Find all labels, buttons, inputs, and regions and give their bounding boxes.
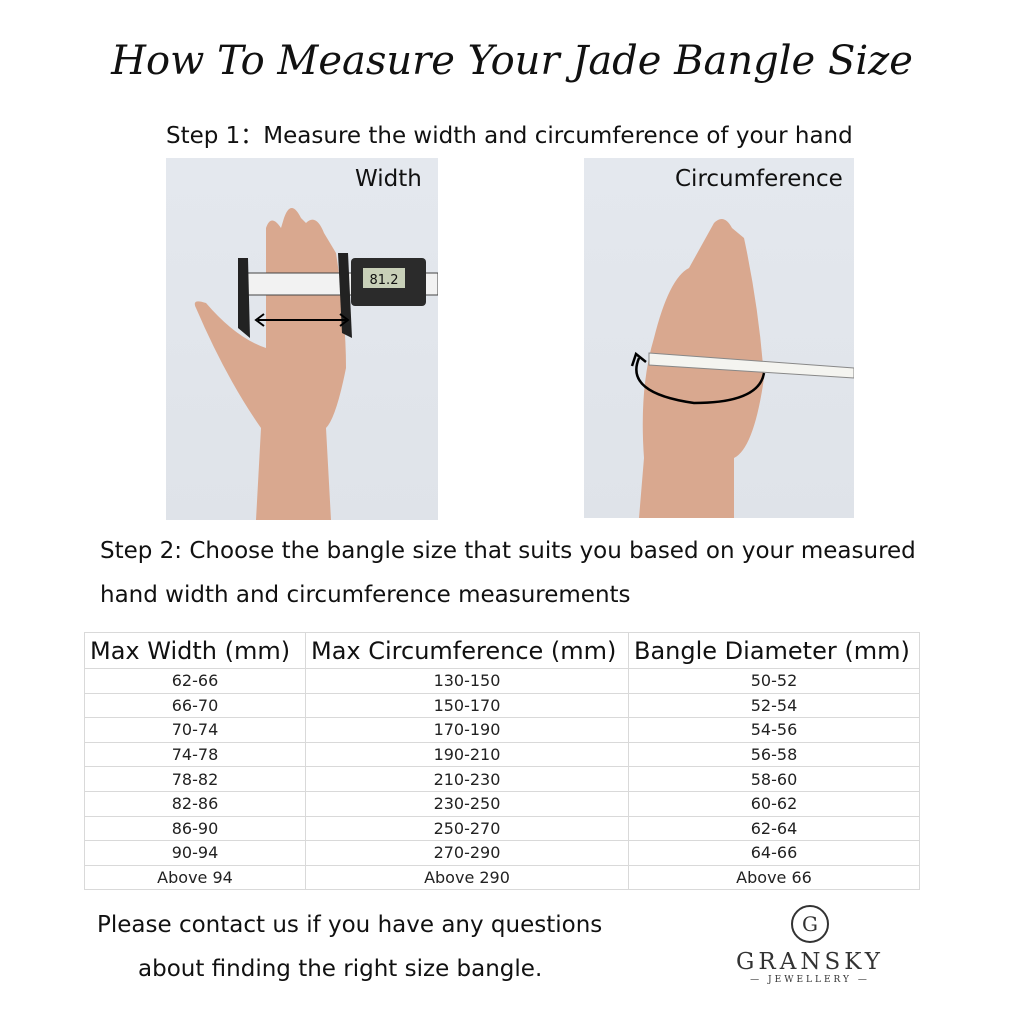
table-cell: 60-62: [628, 790, 920, 817]
step2-line1: Step 2: Choose the bangle size that suit…: [100, 538, 916, 564]
table-cell: 62-64: [628, 815, 920, 842]
table-cell: Above 290: [305, 864, 629, 891]
table-cell: 170-190: [305, 717, 629, 743]
table-cell: 78-82: [84, 766, 306, 792]
table-row: 86-90 250-270 62-64: [84, 815, 920, 842]
table-cell: 270-290: [305, 840, 629, 866]
table-cell: 90-94: [84, 840, 306, 866]
table-cell: 250-270: [305, 815, 629, 842]
table-cell: 64-66: [628, 840, 920, 866]
header-max-width: Max Width (mm): [84, 632, 306, 669]
contact-line1: Please contact us if you have any questi…: [97, 912, 603, 938]
contact-line2: about finding the right size bangle.: [138, 956, 543, 982]
header-max-circumference: Max Circumference (mm): [305, 632, 629, 669]
table-row: 78-82 210-230 58-60: [84, 766, 920, 792]
hand-caliper-illustration: 81.2: [194, 208, 438, 520]
table-cell: 130-150: [305, 668, 629, 694]
logo-sub: — JEWELLERY —: [750, 975, 870, 985]
logo-sub-text: JEWELLERY: [768, 975, 852, 985]
header-bangle-diameter: Bangle Diameter (mm): [628, 632, 920, 669]
table-cell: 230-250: [305, 790, 629, 817]
logo-brand: GRANSKY: [736, 949, 884, 975]
table-cell: 54-56: [628, 717, 920, 743]
caliper-reading: 81.2: [370, 273, 399, 288]
table-cell: 86-90: [84, 815, 306, 842]
photo-label-circumference: Circumference: [675, 166, 843, 192]
table-row: Above 94 Above 290 Above 66: [84, 864, 920, 891]
table-cell: 70-74: [84, 717, 306, 743]
table-cell: 50-52: [628, 668, 920, 694]
page-title: How To Measure Your Jade Bangle Size: [111, 38, 913, 84]
table-cell: 62-66: [84, 668, 306, 694]
table-row: 70-74 170-190 54-56: [84, 717, 920, 743]
table-cell: 52-54: [628, 692, 920, 719]
gransky-logo: G GRANSKY — JEWELLERY —: [730, 905, 890, 985]
table-cell: 66-70: [84, 692, 306, 719]
table-cell: 190-210: [305, 741, 629, 768]
table-cell: 210-230: [305, 766, 629, 792]
table-row: 90-94 270-290 64-66: [84, 840, 920, 866]
size-table: Max Width (mm) Max Circumference (mm) Ba…: [84, 632, 920, 891]
step1-text: Step 1：Measure the width and circumferen…: [166, 123, 853, 149]
step2-line2: hand width and circumference measurement…: [100, 582, 631, 608]
table-cell: 82-86: [84, 790, 306, 817]
table-row: 62-66 130-150 50-52: [84, 668, 920, 694]
table-cell: 56-58: [628, 741, 920, 768]
circumference-photo: Circumference: [584, 158, 854, 518]
table-cell: 74-78: [84, 741, 306, 768]
table-row: 74-78 190-210 56-58: [84, 741, 920, 768]
table-cell: Above 66: [628, 864, 920, 891]
photo-label-width: Width: [355, 166, 422, 192]
table-row: 82-86 230-250 60-62: [84, 790, 920, 817]
table-cell: 150-170: [305, 692, 629, 719]
table-cell: 58-60: [628, 766, 920, 792]
table-cell: Above 94: [84, 864, 306, 891]
table-header-row: Max Width (mm) Max Circumference (mm) Ba…: [84, 632, 920, 669]
logo-monogram: G: [791, 905, 829, 943]
width-photo: 81.2 Width: [166, 158, 438, 520]
table-row: 66-70 150-170 52-54: [84, 692, 920, 719]
hand-tape-illustration: [630, 219, 854, 518]
